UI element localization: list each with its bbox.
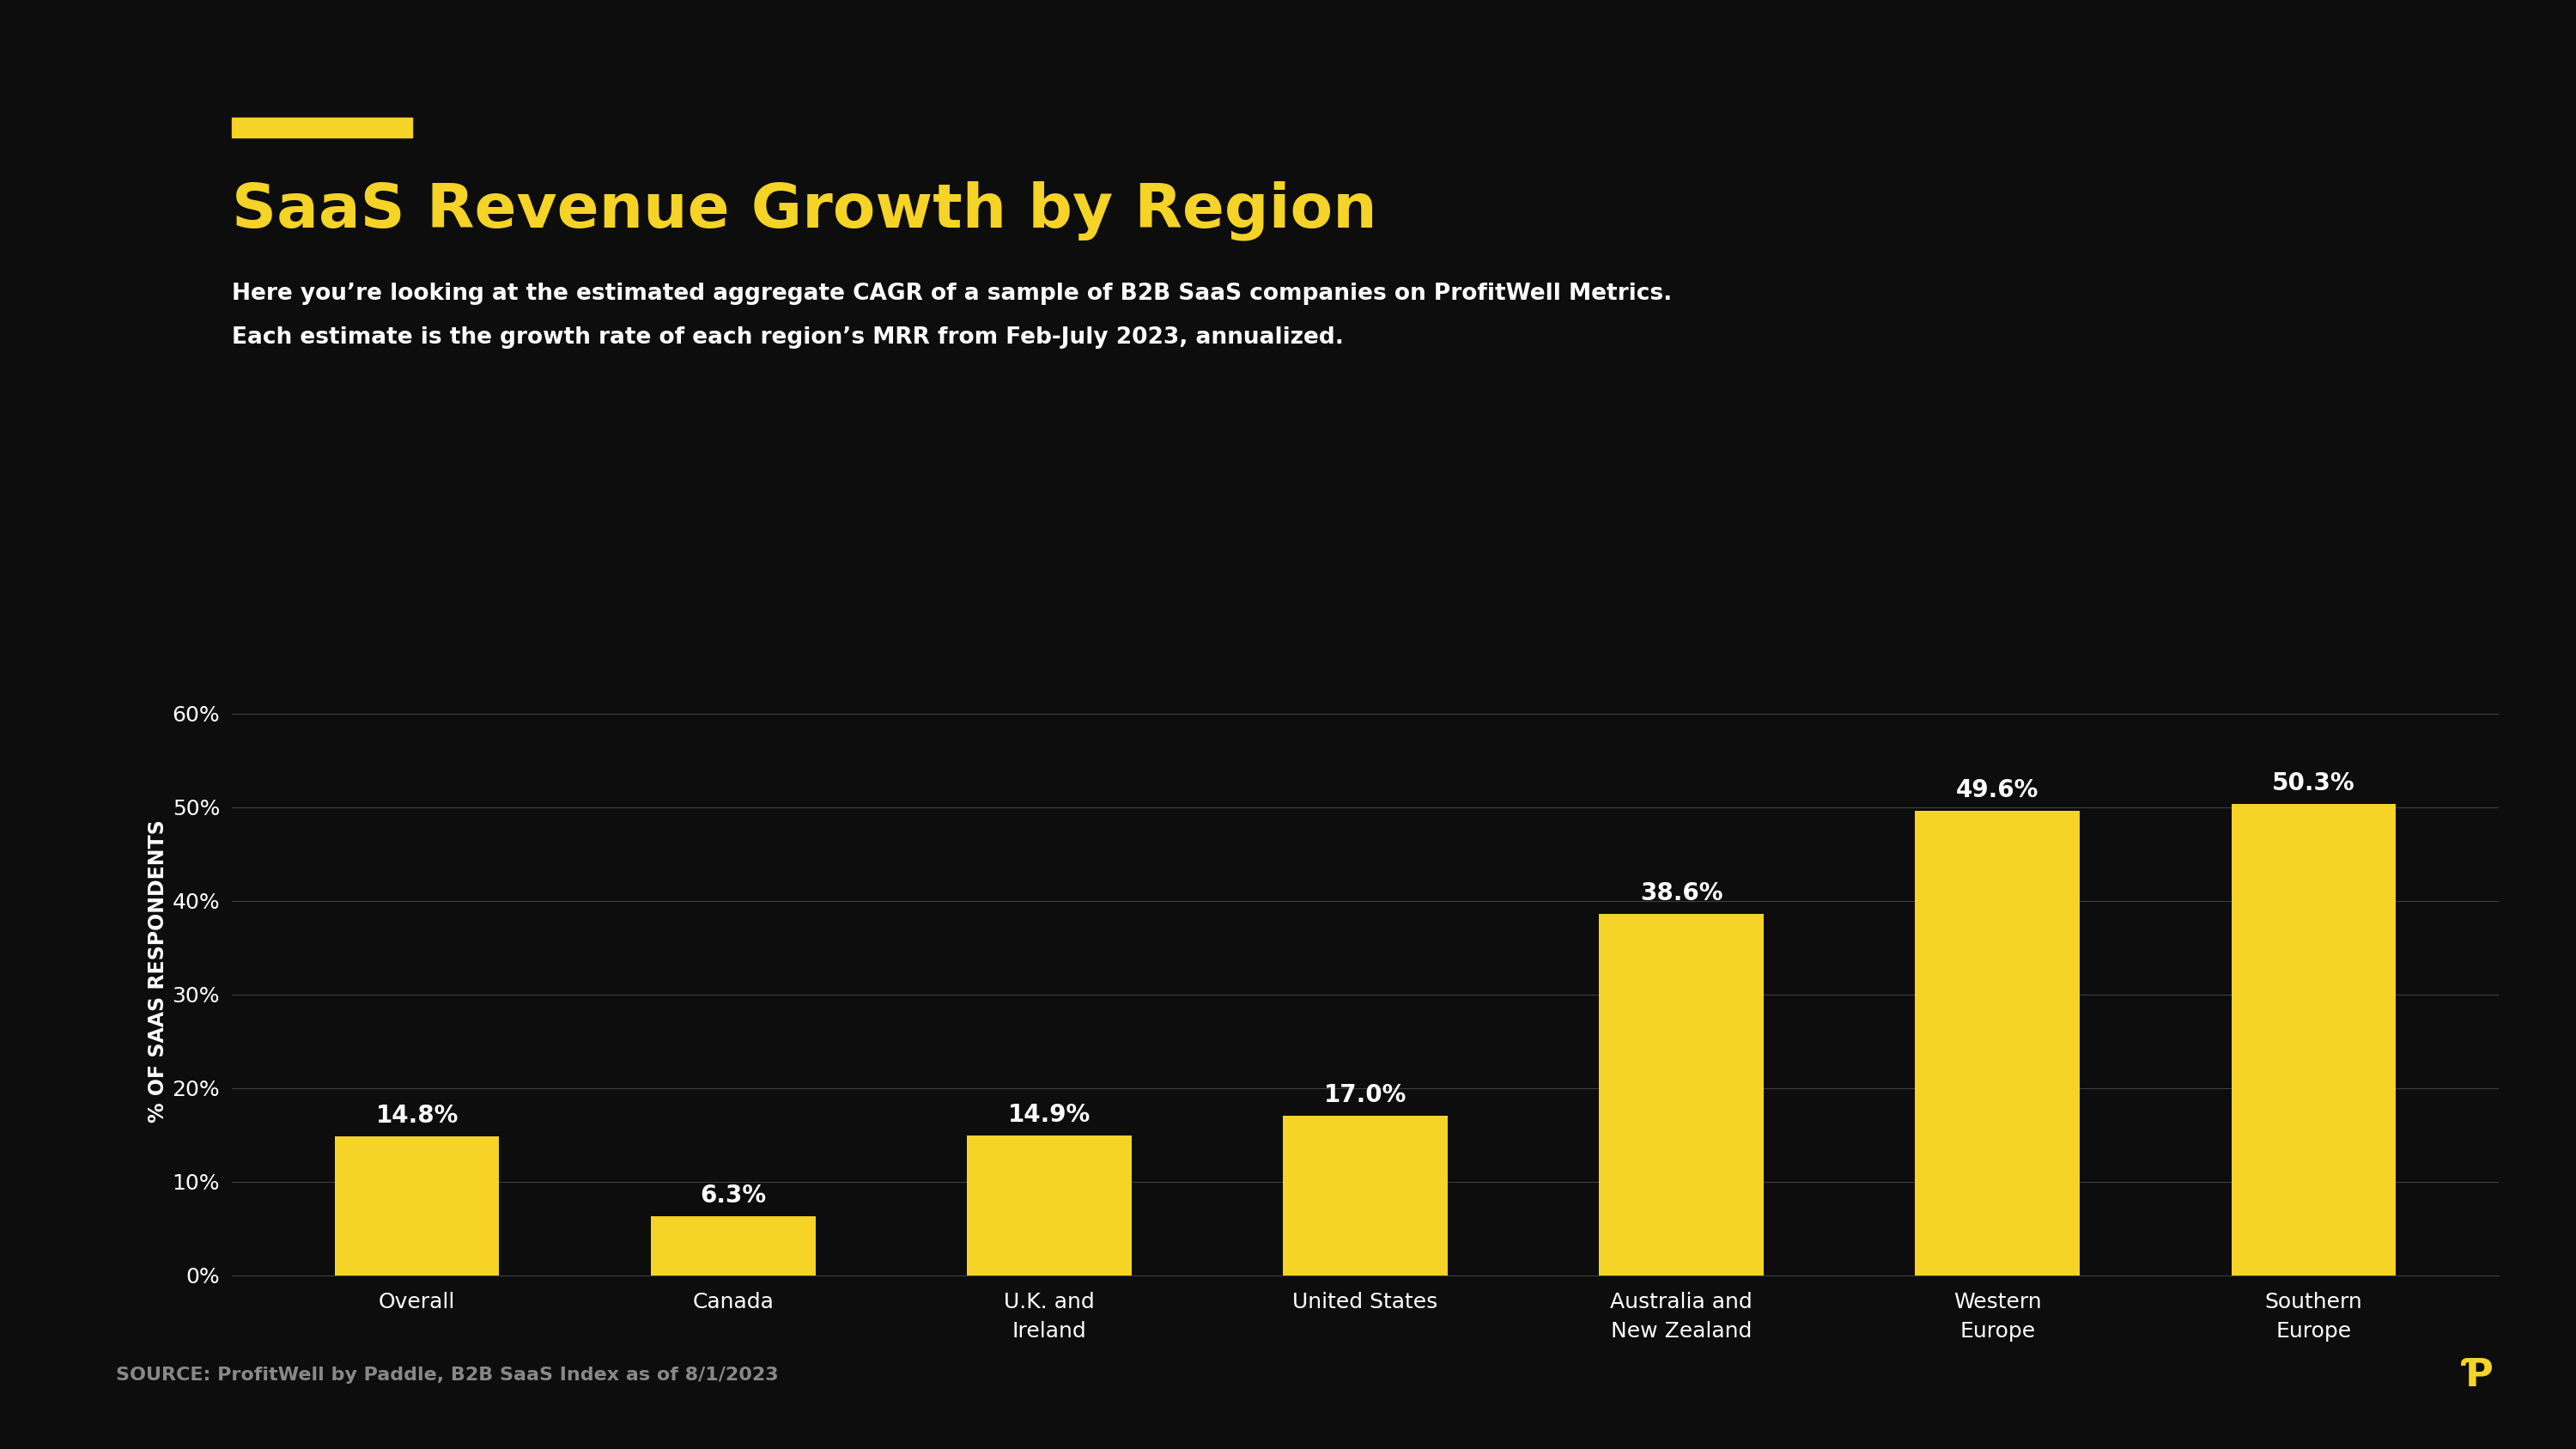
Bar [335,1136,500,1275]
Bar [1914,811,2079,1275]
Bar [1600,914,1765,1275]
Text: 6.3%: 6.3% [701,1184,765,1207]
Text: 50.3%: 50.3% [2272,772,2354,796]
Text: 14.8%: 14.8% [376,1104,459,1129]
Bar [1283,1116,1448,1275]
Text: 49.6%: 49.6% [1955,778,2038,803]
Bar [966,1136,1131,1275]
Bar [652,1216,817,1275]
Text: 17.0%: 17.0% [1324,1084,1406,1107]
Text: 14.9%: 14.9% [1007,1103,1090,1127]
Text: Each estimate is the growth rate of each region’s MRR from Feb-July 2023, annual: Each estimate is the growth rate of each… [232,326,1345,348]
Text: Here you’re looking at the estimated aggregate CAGR of a sample of B2B SaaS comp: Here you’re looking at the estimated agg… [232,283,1672,304]
Text: SaaS Revenue Growth by Region: SaaS Revenue Growth by Region [232,181,1378,241]
Text: SOURCE: ProfitWell by Paddle, B2B SaaS Index as of 8/1/2023: SOURCE: ProfitWell by Paddle, B2B SaaS I… [116,1366,778,1384]
Text: Ƥ: Ƥ [2463,1358,2494,1394]
Y-axis label: % OF SAAS RESPONDENTS: % OF SAAS RESPONDENTS [147,819,167,1123]
Bar [2231,804,2396,1275]
Text: 38.6%: 38.6% [1641,881,1723,906]
